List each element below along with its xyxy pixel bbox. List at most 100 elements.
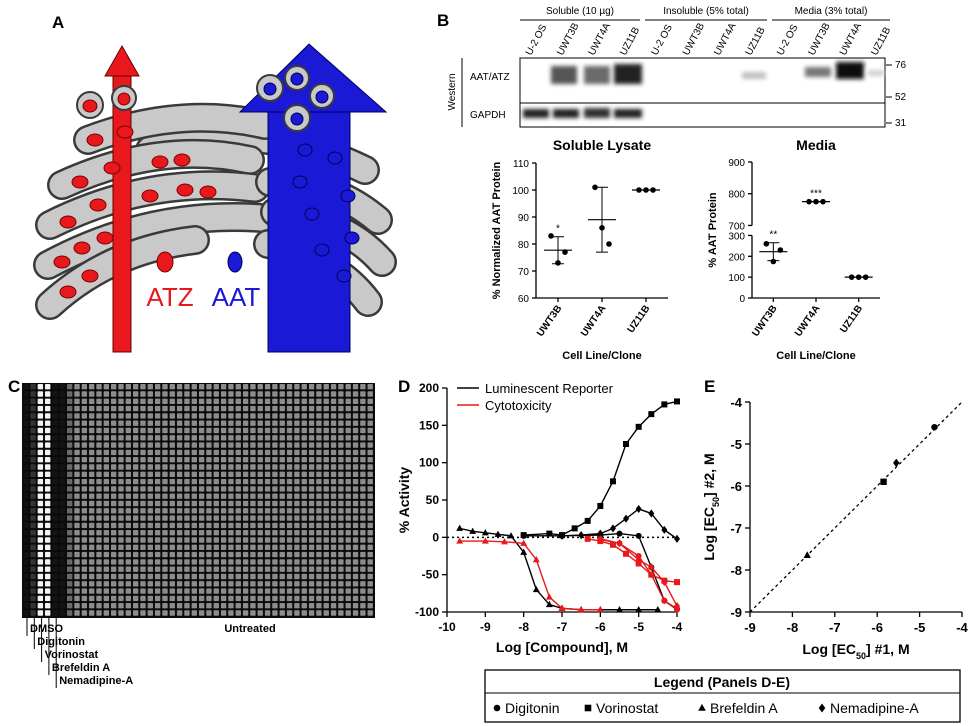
well xyxy=(169,566,175,572)
well xyxy=(272,595,278,602)
well xyxy=(272,544,278,550)
well xyxy=(162,508,168,514)
well xyxy=(81,595,88,602)
well xyxy=(74,384,80,390)
well xyxy=(37,515,44,521)
well xyxy=(103,530,110,536)
well xyxy=(176,530,183,536)
well xyxy=(206,405,212,412)
well xyxy=(59,530,66,536)
well xyxy=(360,486,366,492)
well xyxy=(360,435,366,441)
well xyxy=(23,391,29,397)
well xyxy=(257,508,263,514)
well xyxy=(110,413,117,419)
well xyxy=(250,595,256,602)
well xyxy=(294,537,300,543)
well xyxy=(44,537,51,543)
x-axis-label-part: ] #1, M xyxy=(866,641,910,657)
well xyxy=(191,566,197,572)
well xyxy=(23,449,29,456)
well xyxy=(206,471,212,477)
well xyxy=(250,508,256,514)
well xyxy=(213,515,219,521)
well xyxy=(125,537,132,543)
well xyxy=(301,427,307,434)
well xyxy=(44,384,51,390)
well xyxy=(235,508,241,514)
y-tick-label: 90 xyxy=(518,213,530,224)
well xyxy=(52,384,58,390)
well xyxy=(103,413,110,419)
well xyxy=(37,391,44,397)
atz-molecule xyxy=(117,92,131,106)
well xyxy=(345,595,351,602)
well xyxy=(110,493,117,499)
well xyxy=(279,537,285,543)
well xyxy=(169,515,175,521)
x-tick-label: -9 xyxy=(744,620,756,635)
well xyxy=(66,551,73,558)
well xyxy=(125,551,132,558)
well xyxy=(132,515,139,521)
well xyxy=(345,603,351,609)
well xyxy=(264,573,271,580)
well xyxy=(140,581,146,587)
well xyxy=(23,603,29,609)
well xyxy=(264,398,271,404)
well xyxy=(184,413,190,419)
well xyxy=(52,486,58,492)
well xyxy=(184,588,190,594)
well xyxy=(66,515,73,521)
well xyxy=(59,420,66,426)
lane-label: UWT3B xyxy=(807,21,833,57)
well xyxy=(96,603,102,609)
panel-label: D xyxy=(398,377,410,396)
well xyxy=(323,493,329,499)
well xyxy=(206,391,212,397)
well xyxy=(242,595,249,602)
well xyxy=(213,427,219,434)
well xyxy=(37,449,44,456)
well xyxy=(37,544,44,550)
well xyxy=(184,566,190,572)
well xyxy=(323,603,329,609)
well xyxy=(37,559,44,565)
well xyxy=(213,435,219,441)
well xyxy=(125,573,132,580)
well xyxy=(88,595,95,602)
well xyxy=(59,413,66,419)
aat-molecule xyxy=(304,207,320,221)
well xyxy=(96,559,102,565)
data-point xyxy=(545,600,553,608)
well xyxy=(257,530,263,536)
well xyxy=(323,398,329,404)
well xyxy=(360,610,366,616)
well xyxy=(235,413,241,419)
well xyxy=(360,391,366,397)
error-bar xyxy=(552,236,564,265)
well xyxy=(23,471,29,477)
well xyxy=(257,435,263,441)
aat-molecule xyxy=(336,269,352,283)
well xyxy=(140,522,146,529)
well xyxy=(316,471,322,477)
well xyxy=(338,522,344,529)
well xyxy=(96,493,102,499)
well xyxy=(250,471,256,477)
well xyxy=(81,493,88,499)
data-point xyxy=(469,527,477,534)
well xyxy=(330,384,337,390)
well xyxy=(132,457,139,463)
well xyxy=(81,588,88,594)
panel-label: A xyxy=(52,13,64,32)
well xyxy=(103,610,110,616)
data-point xyxy=(674,398,680,405)
well xyxy=(81,508,88,514)
legend-entry: Nemadipine-A xyxy=(830,700,919,716)
well xyxy=(286,544,293,550)
well xyxy=(228,500,234,507)
well xyxy=(23,413,29,419)
well xyxy=(235,530,241,536)
well xyxy=(308,544,315,550)
